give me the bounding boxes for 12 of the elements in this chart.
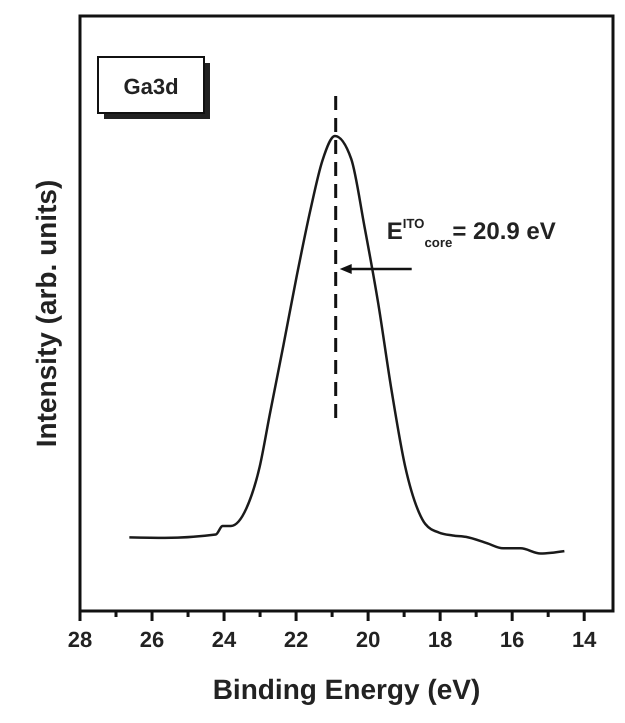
x-tick-label: 18 [428,627,452,652]
x-tick-label: 22 [284,627,308,652]
x-tick-label: 16 [500,627,524,652]
x-tick-label: 24 [212,627,238,652]
x-tick-label: 28 [68,627,92,652]
x-axis-title: Binding Energy (eV) [212,674,480,705]
x-tick-label: 14 [572,627,598,652]
text: Ga3d [123,74,179,99]
annotation: E$^{ITO}$$_{core}$= 20.9 eV [386,216,556,250]
y-axis-title: Intensity (arb. units) [31,180,62,448]
x-tick-label: 20 [356,627,380,652]
x-tick-label: 26 [140,627,164,652]
